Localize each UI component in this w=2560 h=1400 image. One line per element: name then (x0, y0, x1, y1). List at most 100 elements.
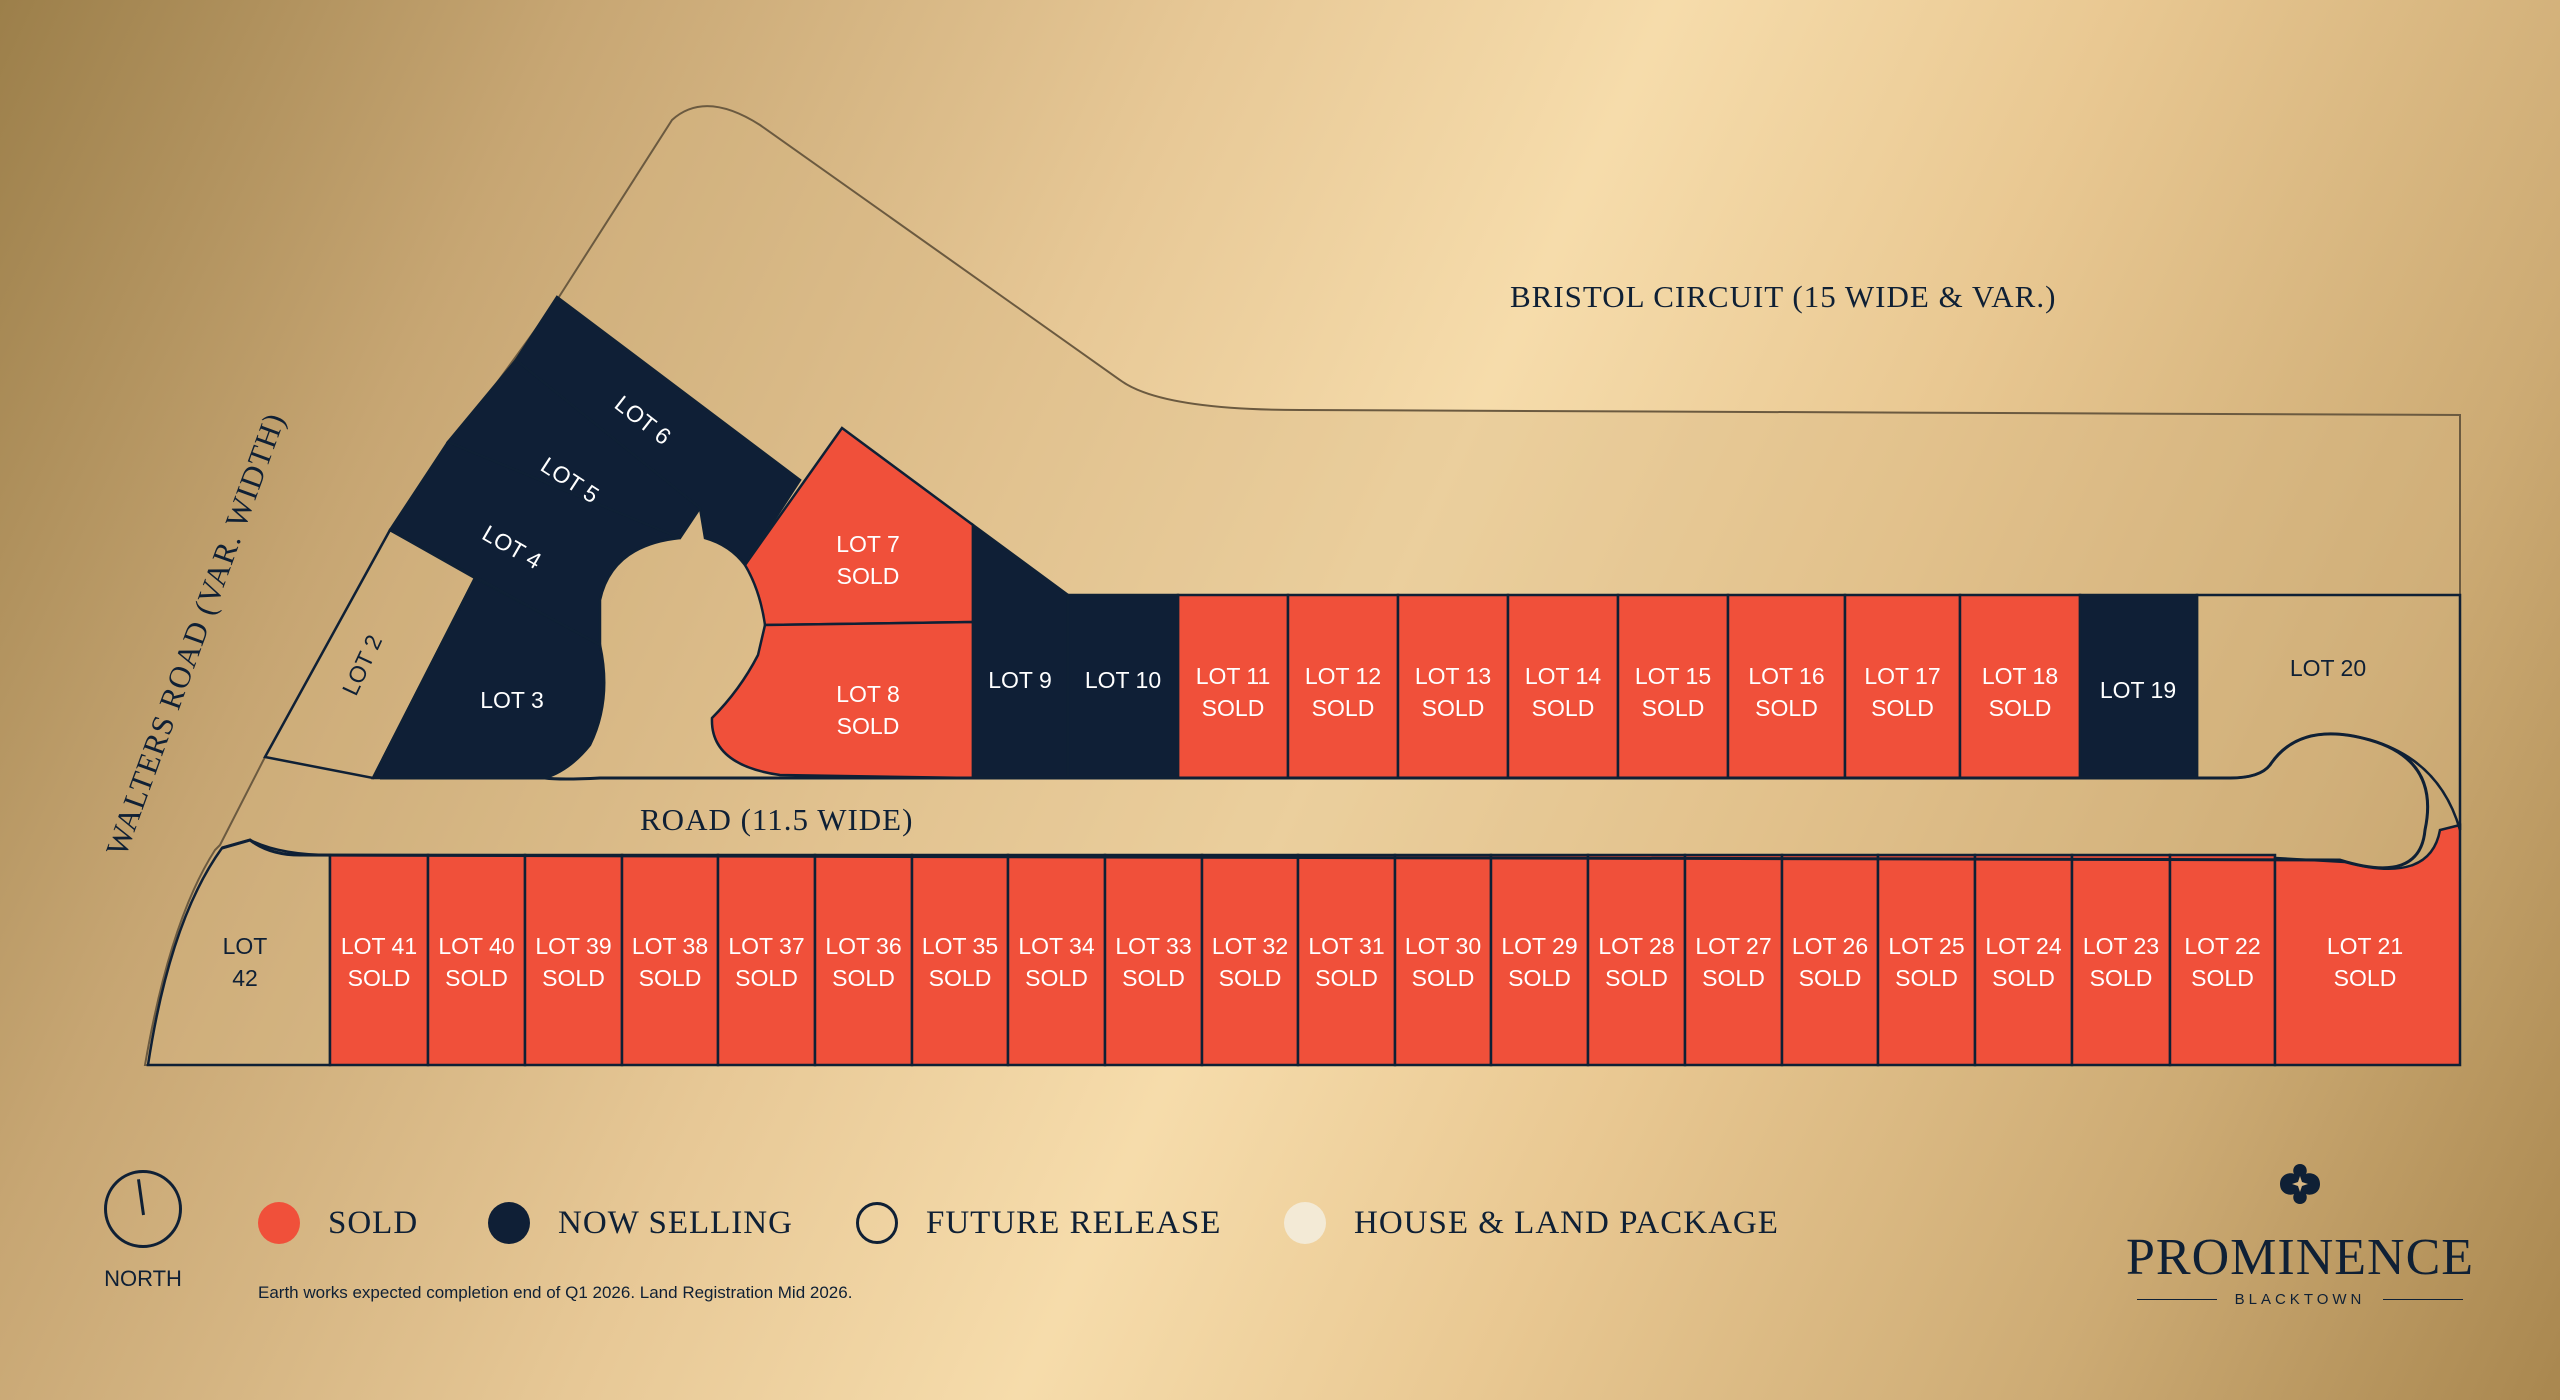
lot-shape[interactable] (710, 620, 975, 780)
lot-7[interactable]: LOT 7 SOLD (743, 426, 975, 627)
lot-status: SOLD (837, 713, 900, 739)
lot-name: LOT 39 (535, 933, 611, 959)
lot-name: LOT 37 (728, 933, 804, 959)
north-indicator: NORTH (100, 1170, 186, 1292)
lot-shape[interactable] (370, 576, 606, 780)
lot-status: SOLD (1312, 695, 1375, 721)
lot-16[interactable]: LOT 16 SOLD (1726, 593, 1847, 780)
lot-14[interactable]: LOT 14 SOLD (1506, 593, 1620, 780)
lot-33[interactable]: LOT 33 SOLD (1103, 853, 1204, 1067)
lot-shape[interactable] (910, 853, 1010, 1067)
lot-shape[interactable] (263, 528, 477, 780)
lot-37[interactable]: LOT 37 SOLD (716, 853, 817, 1067)
lot-name: LOT 33 (1115, 933, 1191, 959)
lot-name: LOT 9 (988, 667, 1052, 693)
lot-name: LOT 27 (1695, 933, 1771, 959)
lot-18[interactable]: LOT 18 SOLD (1958, 593, 2082, 780)
legend-now-selling: NOW SELLING (488, 1202, 793, 1244)
lot-12[interactable]: LOT 12 SOLD (1286, 593, 1400, 780)
lot-shape[interactable] (1393, 853, 1493, 1067)
lot-shape[interactable] (1200, 853, 1300, 1067)
lot-shape[interactable] (1103, 853, 1204, 1067)
brand-logo: PROMINENCE BLACKTOWN (2100, 1160, 2500, 1308)
legend-future-release: FUTURE RELEASE (856, 1202, 1221, 1244)
lot-shape[interactable] (146, 838, 332, 1067)
lot-shape[interactable] (1973, 853, 2074, 1067)
lot-24[interactable]: LOT 24 SOLD (1973, 853, 2074, 1067)
lot-status: SOLD (542, 965, 605, 991)
lot-26[interactable]: LOT 26 SOLD (1780, 853, 1880, 1067)
lot-3[interactable]: LOT 3 (370, 576, 606, 780)
lot-9[interactable]: LOT 9 (971, 522, 1070, 780)
lot-42[interactable]: LOT 42 (146, 838, 332, 1067)
lot-name: LOT 35 (922, 933, 998, 959)
lot-name: LOT 23 (2083, 933, 2159, 959)
lot-status: SOLD (639, 965, 702, 991)
lot-shape[interactable] (2168, 853, 2277, 1067)
lot-6[interactable]: LOT 6 (514, 295, 802, 568)
lot-shape[interactable] (813, 853, 914, 1067)
lot-shape[interactable] (1683, 853, 1784, 1067)
lot-25[interactable]: LOT 25 SOLD (1876, 853, 1977, 1067)
lot-40[interactable]: LOT 40 SOLD (426, 853, 527, 1067)
lot-status: SOLD (1025, 965, 1088, 991)
lot-8[interactable]: LOT 8 SOLD (710, 620, 975, 780)
lot-31[interactable]: LOT 31 SOLD (1296, 853, 1397, 1067)
lot-17[interactable]: LOT 17 SOLD (1843, 593, 1962, 780)
lot-name: LOT (223, 933, 268, 959)
lot-shape[interactable] (1876, 853, 1977, 1067)
lot-shape[interactable] (1489, 853, 1590, 1067)
lot-13[interactable]: LOT 13 SOLD (1396, 593, 1510, 780)
lot-30[interactable]: LOT 30 SOLD (1393, 853, 1493, 1067)
lot-status: SOLD (1755, 695, 1818, 721)
lot-11[interactable]: LOT 11 SOLD (1176, 593, 1290, 780)
lot-shape[interactable] (620, 853, 720, 1067)
lot-34[interactable]: LOT 34 SOLD (1006, 853, 1107, 1067)
lot-shape[interactable] (716, 853, 817, 1067)
lot-19[interactable]: LOT 19 (2078, 593, 2199, 780)
lot-status: SOLD (837, 563, 900, 589)
lot-shape[interactable] (1296, 853, 1397, 1067)
future-release-swatch-icon (856, 1202, 898, 1244)
lot-shape[interactable] (514, 295, 802, 568)
lot-21[interactable]: LOT 21 SOLD (2273, 823, 2462, 1067)
lot-name: LOT 20 (2290, 655, 2366, 681)
lot-shape[interactable] (388, 440, 681, 648)
lot-22[interactable]: LOT 22 SOLD (2168, 853, 2277, 1067)
lot-23[interactable]: LOT 23 SOLD (2070, 853, 2172, 1067)
lot-status: SOLD (735, 965, 798, 991)
lot-28[interactable]: LOT 28 SOLD (1586, 853, 1687, 1067)
legend-house-land-label: HOUSE & LAND PACKAGE (1354, 1204, 1779, 1241)
sold-swatch-icon (258, 1202, 300, 1244)
lot-shape[interactable] (328, 853, 430, 1067)
lot-15[interactable]: LOT 15 SOLD (1616, 593, 1730, 780)
lot-27[interactable]: LOT 27 SOLD (1683, 853, 1784, 1067)
lot-shape[interactable] (1006, 853, 1107, 1067)
lot-name: LOT 17 (1864, 663, 1940, 689)
lot-35[interactable]: LOT 35 SOLD (910, 853, 1010, 1067)
lot-name: LOT 30 (1405, 933, 1481, 959)
lot-36[interactable]: LOT 36 SOLD (813, 853, 914, 1067)
lot-status: SOLD (1895, 965, 1958, 991)
lot-shape[interactable] (1586, 853, 1687, 1067)
lot-shape[interactable] (426, 853, 527, 1067)
lot-29[interactable]: LOT 29 SOLD (1489, 853, 1590, 1067)
lot-39[interactable]: LOT 39 SOLD (523, 853, 624, 1067)
lot-32[interactable]: LOT 32 SOLD (1200, 853, 1300, 1067)
lot-10[interactable]: LOT 10 (1066, 593, 1180, 780)
lot-name: LOT 8 (836, 681, 900, 707)
house-land-swatch-icon (1284, 1202, 1326, 1244)
internal-road (221, 732, 2430, 870)
lot-shape[interactable] (523, 853, 624, 1067)
lot-name: LOT 29 (1501, 933, 1577, 959)
lot-status: SOLD (1315, 965, 1378, 991)
lot-name: LOT 28 (1598, 933, 1674, 959)
lot-4[interactable]: LOT 4 (388, 440, 681, 648)
lot-shape[interactable] (2070, 853, 2172, 1067)
lot-41[interactable]: LOT 41 SOLD (328, 853, 430, 1067)
lot-name: LOT 25 (1888, 933, 1964, 959)
lot-name: LOT 24 (1985, 933, 2061, 959)
lot-shape[interactable] (1780, 853, 1880, 1067)
lot-38[interactable]: LOT 38 SOLD (620, 853, 720, 1067)
